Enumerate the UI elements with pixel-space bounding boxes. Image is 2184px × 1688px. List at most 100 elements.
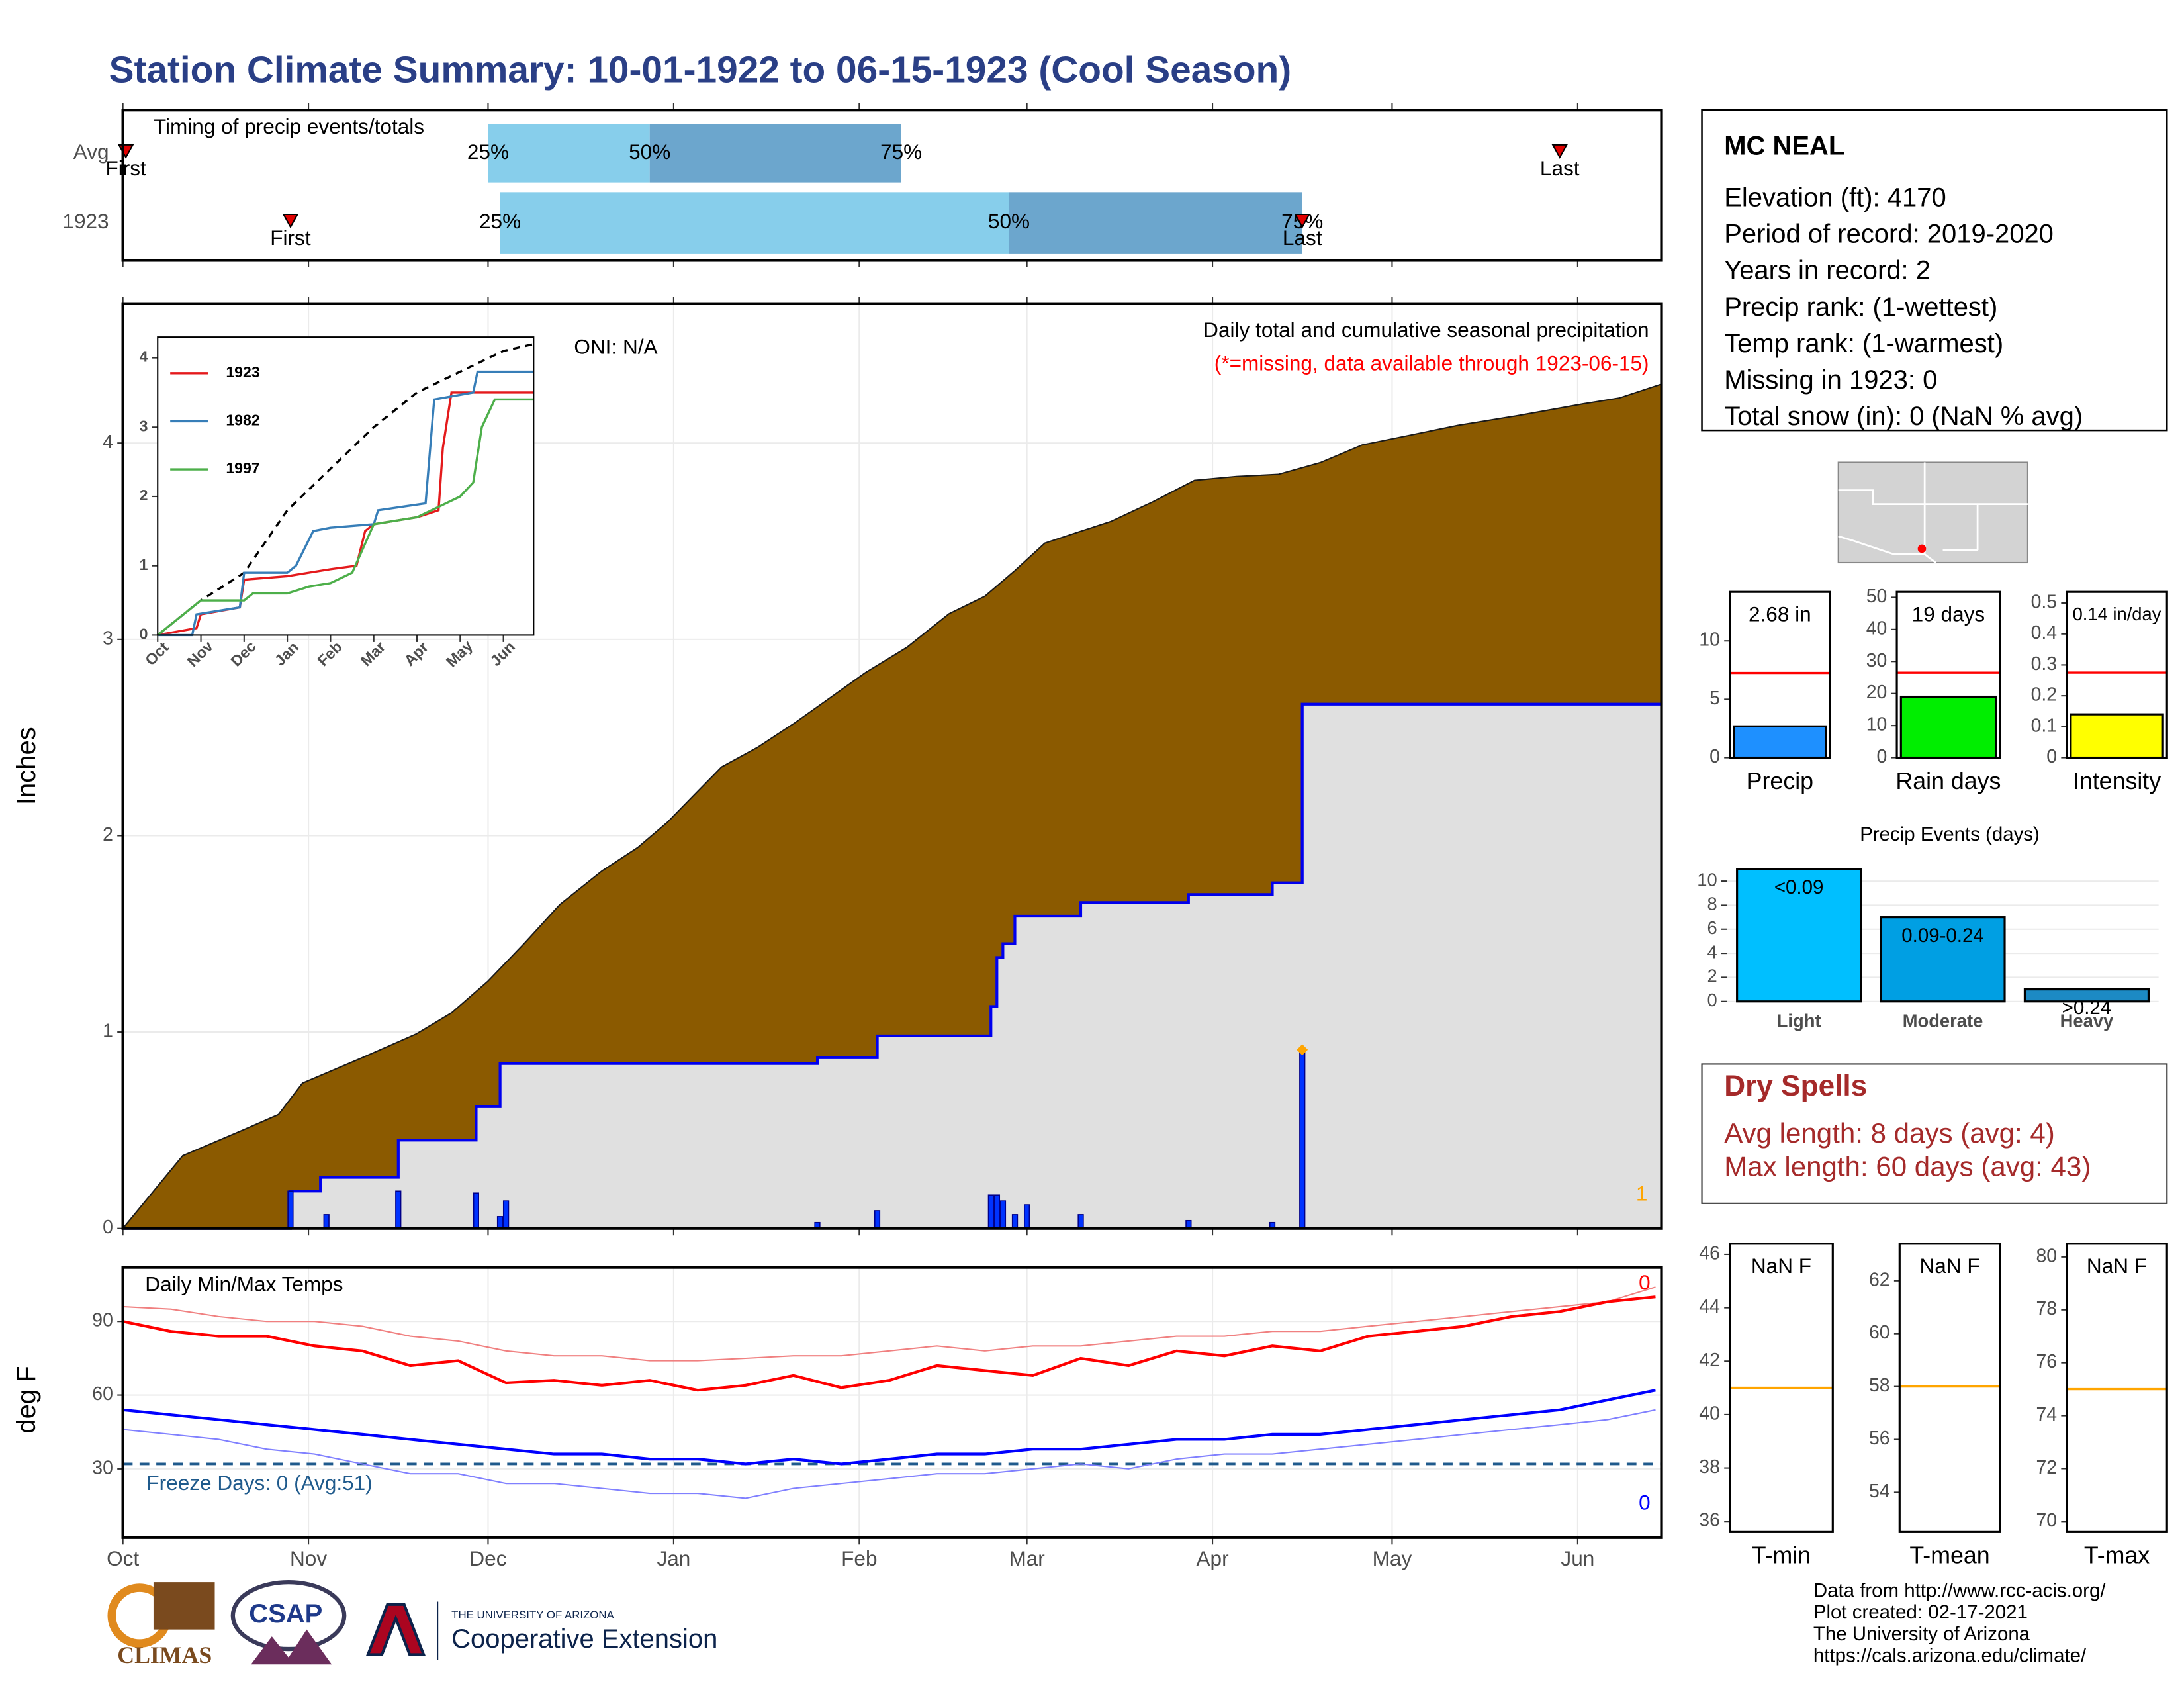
plot-border [121,1266,1663,1539]
quartile-label: 50% [988,209,1030,233]
x-tick-label: Apr [1197,1546,1229,1570]
event-marker [1551,144,1569,159]
event-label: Last [1283,226,1322,250]
x-tick-label: Jan [657,1546,690,1570]
plot-border [1729,590,1831,759]
csap-mountains [251,1629,332,1665]
annotation: 0 [1639,1491,1651,1515]
value-label: NaN F [1919,1254,1979,1278]
quartile-label: 50% [629,140,670,164]
y-tick-label: 36 [1699,1510,1720,1531]
y-tick-label: 62 [1869,1269,1890,1290]
y-tick-label: 38 [1699,1456,1720,1477]
annotation: Daily total and cumulative seasonal prec… [1203,318,1649,342]
value-label: NaN F [1751,1254,1811,1278]
csap-logo: CSAP [249,1599,322,1628]
daily-bar [395,1190,402,1229]
plot-border [121,302,1663,1230]
value-label: 2.68 in [1749,602,1811,626]
y-tick-label: 90 [92,1310,113,1331]
y-tick-label: 0 [1707,990,1717,1010]
quartile-bar [488,124,650,183]
daily-bar [502,1200,510,1229]
climas-icon-block [153,1582,215,1630]
cumulative-line [122,383,1662,1229]
y-tick-label: 4 [1707,941,1717,962]
map-frame [1837,461,2028,564]
daily-bar [874,1210,881,1229]
x-axis-label: Intensity [2073,768,2161,794]
series-line [157,398,534,636]
cumulative-area [122,704,1662,1229]
y-tick-label: 4 [103,432,113,453]
ua-name: THE UNIVERSITY OF ARIZONA [451,1609,614,1621]
daily-bar [993,1194,1001,1229]
daily-bar [473,1192,479,1229]
y-tick-label: 78 [2036,1298,2057,1319]
climas-logo: CLIMAS [117,1642,212,1668]
x-axis-label: T-min [1752,1542,1811,1569]
annotation: 1 [1636,1182,1648,1205]
y-tick-label: 0.3 [2031,653,2057,675]
locator-map [1837,461,2028,564]
bin-label: <0.09 [1774,876,1824,898]
x-axis-label: T-mean [1909,1542,1989,1569]
bar [1880,916,2006,1003]
y-tick-label: 0 [1877,746,1888,767]
plot-border [2066,1243,2168,1533]
x-axis-label: T-max [2084,1542,2150,1569]
station-line: Temp rank: (1-warmest) [1724,329,2003,358]
x-tick-label: Moderate [1903,1011,1983,1031]
dry-spell-line: Avg length: 8 days (avg: 4) [1724,1117,2055,1149]
y-tick-label: 60 [92,1383,113,1405]
y-tick-label: 30 [92,1457,113,1478]
annotation: ONI: N/A [574,334,657,358]
y-tick-label: 58 [1869,1375,1890,1396]
dry-spells-box [1701,1063,2168,1204]
daily-bar [496,1216,504,1229]
csap-cloud [230,1579,347,1652]
row-label: 1923 [62,209,109,233]
value-label: 0.14 in/day [2073,604,2161,624]
station-name: MC NEAL [1724,132,1844,161]
daily-bar [323,1214,330,1229]
logos: CLIMAS CSAP THE UNIVERSITY OF ARIZONA Co… [107,1579,717,1668]
station-line: Years in record: 2 [1724,256,1931,285]
x-tick-label: May [1373,1546,1412,1570]
y-tick-label: 42 [1699,1350,1720,1371]
page-title: Station Climate Summary: 10-01-1922 to 0… [109,49,1292,91]
station-line: Total snow (in): 0 (NaN % avg) [1724,402,2083,431]
series-line [122,1295,1656,1392]
y-tick-label: 1 [140,556,148,573]
x-tick-label: Dec [469,1546,506,1570]
bar [2023,988,2150,1003]
y-tick-label: 70 [2036,1510,2057,1531]
x-tick-label: Mar [1009,1546,1044,1570]
series-line [122,1286,1656,1362]
y-tick-label: 3 [140,417,148,434]
daily-bar [987,1194,994,1229]
plot-background [2066,1243,2167,1532]
station-line: Period of record: 2019-2020 [1724,220,2054,249]
y-axis-label: Inches [12,727,41,805]
quartile-bar [1009,192,1302,254]
plot-border [1895,590,2001,759]
y-tick-label: 60 [1869,1322,1890,1343]
y-tick-label: 0.4 [2031,622,2057,643]
legend-label: 1923 [226,363,260,381]
bar [2070,713,2164,759]
y-tick-label: 2 [103,824,113,845]
annotation: (*=missing, data available through 1923-… [1214,352,1649,375]
x-axis-label: Precip [1747,768,1813,794]
bin-label: >0.24 [2062,997,2112,1019]
value-label: NaN F [2087,1254,2147,1278]
y-tick-label: 0.1 [2031,715,2057,736]
x-tick-label: Heavy [2060,1011,2114,1031]
y-tick-label: 80 [2036,1245,2057,1266]
x-tick-label: Light [1777,1011,1821,1031]
y-tick-label: 54 [1869,1481,1890,1502]
series-line [158,370,534,637]
plot-border [1729,1243,1834,1533]
